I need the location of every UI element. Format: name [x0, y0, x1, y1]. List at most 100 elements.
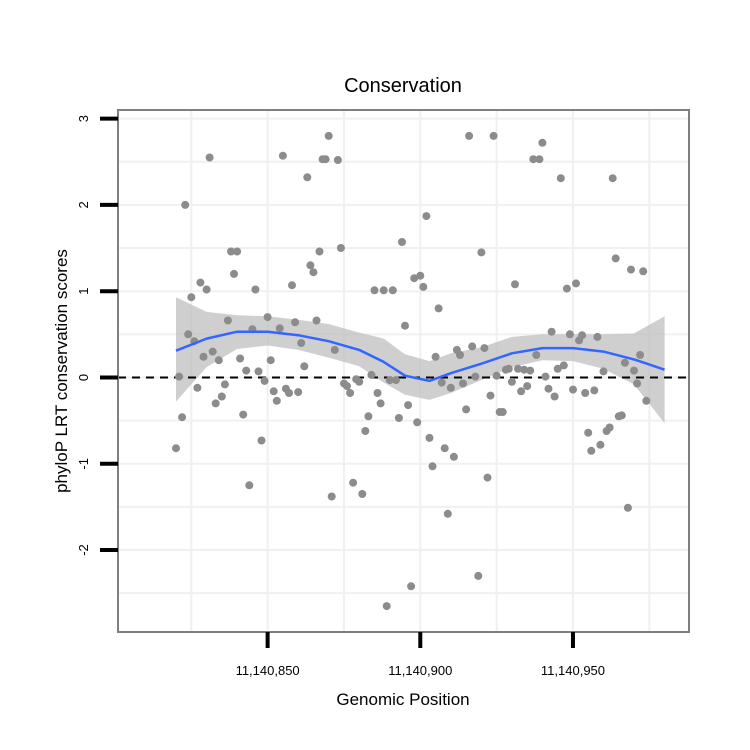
- data-point: [205, 153, 214, 162]
- data-point: [373, 389, 382, 397]
- data-point: [465, 131, 474, 140]
- data-point: [584, 428, 593, 437]
- data-point: [208, 347, 217, 356]
- data-point: [291, 318, 300, 327]
- data-point: [617, 411, 626, 420]
- data-point: [401, 321, 409, 330]
- data-point: [175, 372, 184, 381]
- data-point: [382, 602, 391, 611]
- data-point: [336, 244, 345, 252]
- data-point: [642, 396, 651, 405]
- data-point: [492, 371, 501, 380]
- data-point: [459, 379, 467, 388]
- data-point: [294, 388, 303, 397]
- data-point: [569, 385, 577, 394]
- data-point: [462, 405, 471, 414]
- y-tick-label: 3: [76, 115, 91, 122]
- data-point: [233, 247, 242, 256]
- data-point: [544, 384, 553, 393]
- data-point: [388, 286, 397, 295]
- data-point: [483, 473, 492, 482]
- data-point: [428, 462, 437, 471]
- data-point: [416, 271, 425, 280]
- data-point: [608, 174, 617, 183]
- data-point: [181, 200, 190, 209]
- data-point: [333, 156, 342, 164]
- x-tick-label: 11,140,900: [388, 663, 452, 678]
- data-point: [410, 274, 419, 283]
- data-point: [532, 351, 541, 359]
- data-point: [285, 389, 293, 397]
- data-point: [446, 383, 455, 392]
- data-point: [486, 391, 495, 400]
- data-point: [538, 138, 547, 147]
- data-point: [184, 330, 193, 339]
- data-point: [242, 366, 251, 375]
- data-point: [434, 304, 443, 313]
- data-point: [572, 279, 580, 288]
- data-point: [239, 410, 248, 419]
- data-point: [514, 364, 522, 373]
- data-point: [623, 503, 632, 512]
- data-point: [468, 342, 477, 351]
- data-point: [223, 316, 232, 325]
- data-point: [529, 155, 538, 164]
- data-point: [327, 492, 336, 501]
- data-point: [627, 265, 635, 274]
- data-point: [517, 387, 526, 396]
- data-point: [217, 392, 226, 401]
- data-point: [376, 399, 385, 408]
- data-point: [199, 352, 208, 361]
- data-point: [260, 376, 269, 385]
- y-tick-label: 1: [76, 288, 91, 295]
- data-point: [547, 327, 556, 336]
- data-point: [214, 356, 223, 365]
- data-point: [178, 413, 187, 422]
- chart-title: Conservation: [344, 75, 462, 97]
- data-point: [581, 389, 590, 397]
- data-point: [523, 382, 532, 391]
- data-point: [269, 387, 278, 396]
- data-point: [227, 247, 235, 256]
- x-tick-label: 11,140,850: [236, 663, 300, 678]
- data-point: [404, 401, 413, 410]
- data-point: [309, 268, 318, 277]
- data-point: [471, 372, 480, 381]
- y-tick-label: -1: [76, 458, 91, 470]
- data-point: [489, 131, 498, 140]
- data-point: [306, 261, 315, 270]
- confidence-band-layer: [176, 297, 665, 424]
- data-point: [330, 345, 339, 354]
- data-point: [211, 399, 220, 408]
- axes-layer: 11,140,850 11,140,900 11,140,950 -2 -1 0 1 2 3: [76, 115, 605, 678]
- data-point: [413, 418, 422, 427]
- data-point: [636, 351, 645, 359]
- data-point: [278, 151, 287, 160]
- data-point: [315, 247, 324, 256]
- data-point: [321, 155, 330, 164]
- data-point: [422, 212, 431, 221]
- data-point: [620, 358, 629, 367]
- data-point: [346, 389, 355, 397]
- data-point: [202, 285, 211, 294]
- data-point: [257, 436, 266, 445]
- smooth-line: [175, 330, 665, 383]
- data-point: [343, 382, 351, 391]
- data-point: [245, 481, 254, 490]
- data-point: [498, 408, 507, 416]
- points-layer: [172, 131, 651, 611]
- data-point: [565, 330, 574, 339]
- data-point: [541, 372, 550, 381]
- data-point: [187, 293, 196, 302]
- data-point: [312, 316, 321, 325]
- y-axis-label: phyloP LRT conservation scores: [52, 249, 71, 493]
- data-point: [590, 386, 599, 395]
- data-point: [300, 362, 309, 371]
- data-point: [263, 313, 272, 322]
- data-point: [254, 367, 263, 376]
- y-tick-label: 0: [76, 374, 91, 381]
- data-point: [477, 248, 486, 257]
- data-point: [172, 444, 180, 453]
- data-point: [370, 286, 379, 295]
